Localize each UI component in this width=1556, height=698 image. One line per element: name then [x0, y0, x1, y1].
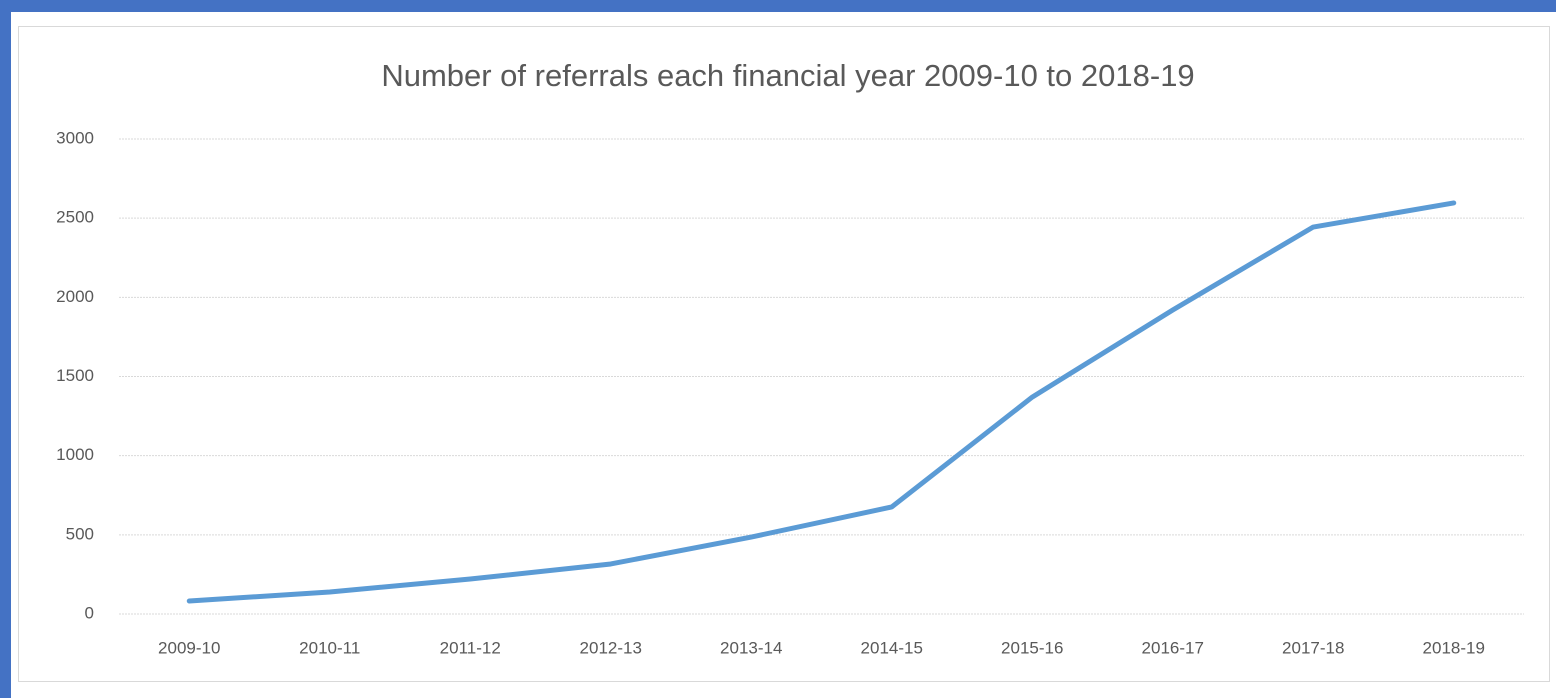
x-tick-label: 2017-18 [1282, 638, 1344, 657]
frame-left [0, 0, 11, 698]
data-line [186, 200, 1457, 604]
y-tick-label: 1000 [56, 445, 94, 464]
x-tick-label: 2009-10 [158, 638, 220, 657]
chart-title: Number of referrals each financial year … [381, 58, 1194, 93]
x-tick-label: 2013-14 [720, 638, 782, 657]
y-tick-label: 2500 [56, 208, 94, 227]
x-tick-label: 2010-11 [299, 638, 360, 657]
x-tick-label: 2014-15 [861, 638, 923, 657]
y-tick-label: 0 [85, 603, 94, 622]
y-tick-label: 1500 [56, 366, 94, 385]
x-tick-label: 2011-12 [440, 638, 501, 657]
y-tick-label: 2000 [56, 287, 94, 306]
y-tick-label: 3000 [56, 128, 94, 147]
x-tick-label: 2012-13 [580, 638, 642, 657]
frame-top [0, 0, 1556, 12]
x-tick-label: 2016-17 [1142, 638, 1204, 657]
y-tick-label: 500 [66, 524, 94, 543]
x-tick-label: 2018-19 [1423, 638, 1485, 657]
x-tick-label: 2015-16 [1001, 638, 1063, 657]
chart-border [18, 26, 1550, 682]
